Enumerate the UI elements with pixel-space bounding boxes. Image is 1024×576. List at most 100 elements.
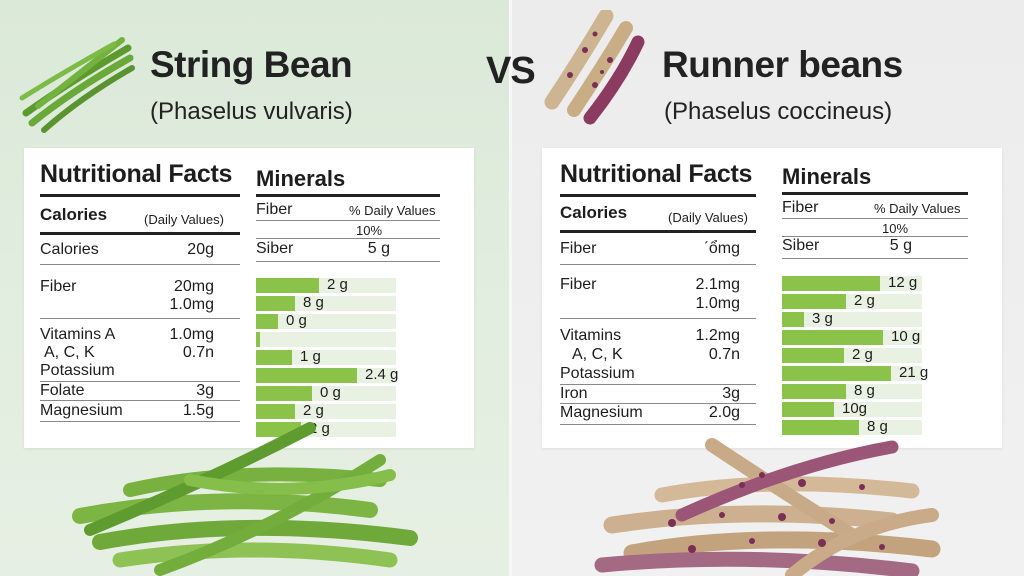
mineral-bar-row: 2 g [256, 402, 396, 419]
mineral-bar-label: 0 g [320, 384, 341, 401]
minerals-pct-label: % Daily Values [874, 201, 961, 216]
string-bean-title: String Bean [150, 44, 353, 85]
mineral-bar-label: 8 g [303, 294, 324, 311]
mineral-bar-row: 0 g [256, 312, 396, 329]
nutrition-row-value: 1.0mg [169, 326, 214, 343]
minerals-rule [782, 192, 968, 195]
nutrition-row-label: Vitamins [560, 327, 622, 344]
nutrition-row-value: 20g [187, 241, 214, 258]
minerals-siber-label: Siber [256, 240, 294, 257]
mineral-bar [256, 296, 295, 311]
nutrition-facts-heading: Nutritional Facts [560, 160, 753, 188]
minerals-pct-value: 10% [882, 221, 909, 236]
minerals-rule [256, 194, 440, 197]
row-rule [40, 400, 240, 401]
nutrition-row-label: Potassium [560, 365, 635, 382]
nutrition-row-value: 0.7n [708, 346, 740, 363]
runner-bean-title: Runner beans [662, 44, 903, 85]
minerals-rule [782, 236, 968, 237]
minerals-siber-value: 5 g [889, 237, 912, 254]
nutrition-row-label: Fiber [560, 240, 597, 257]
mineral-bar [782, 348, 844, 363]
runner-beans-pile-image [594, 438, 941, 576]
minerals-fiber-label: Fiber [256, 201, 293, 218]
mineral-bar-label: 8 g [867, 418, 888, 435]
runner-bean-panel: Runner beans (Phaselus coccineus) Nutrit… [512, 0, 1024, 576]
minerals-rule [256, 238, 440, 239]
mineral-bar-row: 10g [782, 400, 922, 417]
mineral-bar [256, 404, 295, 419]
mineral-bar-label: 1 g [300, 348, 321, 365]
nutrition-row-value: 1.2mg [695, 327, 740, 344]
mineral-bar-label: 3 g [812, 310, 833, 327]
panel-divider [509, 0, 512, 576]
minerals-rule [782, 258, 968, 259]
mineral-bar [782, 312, 804, 327]
mineral-bar-row: 0 g [256, 384, 396, 401]
row-rule [40, 421, 240, 422]
green-bean-bunch-icon [19, 37, 135, 133]
mineral-bar [782, 420, 859, 435]
row-rule [40, 318, 240, 319]
mineral-bar-row: 2 g [256, 276, 396, 293]
string-bean-subtitle: (Phaselus vulvaris) [150, 98, 353, 125]
vs-label: VS [486, 50, 536, 92]
mineral-bar [256, 278, 319, 293]
green-beans-pile-image [72, 422, 418, 576]
mineral-bar [782, 402, 834, 417]
nutrition-row-value: ˊổmg [703, 240, 740, 257]
mineral-bar [782, 330, 883, 345]
calories-label: Calories [560, 203, 628, 222]
mineral-bar-label: 21 g [899, 364, 929, 381]
mineral-bar [256, 350, 292, 365]
minerals-pct-label: % Daily Values [349, 203, 436, 218]
minerals-siber-value: 5 g [367, 240, 390, 257]
row-rule [560, 424, 756, 425]
minerals-rule [782, 218, 968, 219]
mineral-bar-label: 2 g [327, 276, 348, 293]
mineral-bar [782, 366, 891, 381]
row-rule [560, 318, 756, 319]
daily-values-label: (Daily Values) [144, 212, 224, 227]
mineral-bar-row: 1 g [256, 348, 396, 365]
string-bean-panel: String Bean (Phaselus vulvaris) Nutritio… [0, 0, 510, 576]
nutrition-row-label: Iron [560, 385, 588, 402]
nutrition-row-label: A, C, K [572, 346, 623, 363]
nutrition-row-label: Calories [40, 241, 99, 258]
heading-rule [40, 194, 240, 197]
nutrition-row-value: 1.0mg [169, 296, 214, 313]
minerals-rule [256, 261, 440, 262]
mineral-bar-row: 12 g [782, 274, 922, 291]
nutrition-row-label: Potassium [40, 362, 115, 379]
mineral-bar-row: 2 g [782, 292, 922, 309]
minerals-fiber-label: Fiber [782, 199, 819, 216]
nutrition-row-value: 0.7n [182, 344, 214, 361]
calories-label: Calories [40, 205, 108, 224]
minerals-siber-label: Siber [782, 237, 820, 254]
mineral-bar-row: 8 g [782, 418, 922, 435]
mineral-bar [782, 276, 880, 291]
mineral-bar-label: 2 g [303, 402, 324, 419]
mineral-bar-label: 0 g [286, 312, 307, 329]
nutrition-row-value: 3g [722, 385, 740, 402]
mineral-bar [256, 368, 357, 383]
nutrition-row-label: Folate [40, 382, 85, 399]
row-rule [560, 384, 756, 385]
nutrition-row-value: 20mg [173, 278, 214, 295]
mineral-bar-label: 2.4 g [365, 366, 399, 383]
mineral-bar [256, 386, 312, 401]
minerals-heading: Minerals [782, 164, 872, 189]
nutrition-row-value: 3g [196, 382, 214, 399]
minerals-rule [256, 220, 440, 221]
runner-bean-subtitle: (Phaselus coccineus) [664, 98, 893, 125]
mineral-bar-row: 3 g [782, 310, 922, 327]
mineral-bar-label: 8 g [854, 382, 875, 399]
mineral-bar [782, 384, 846, 399]
string-bean-nutrition-card: Nutritional Facts Calories (Daily Values… [24, 148, 474, 448]
minerals-heading: Minerals [256, 166, 346, 191]
nutrition-row-value: 1.0mg [695, 295, 740, 312]
nutrition-row-label: Magnesium [560, 404, 643, 421]
mineral-bar-row: 8 g [782, 382, 922, 399]
calories-rule [40, 232, 240, 235]
